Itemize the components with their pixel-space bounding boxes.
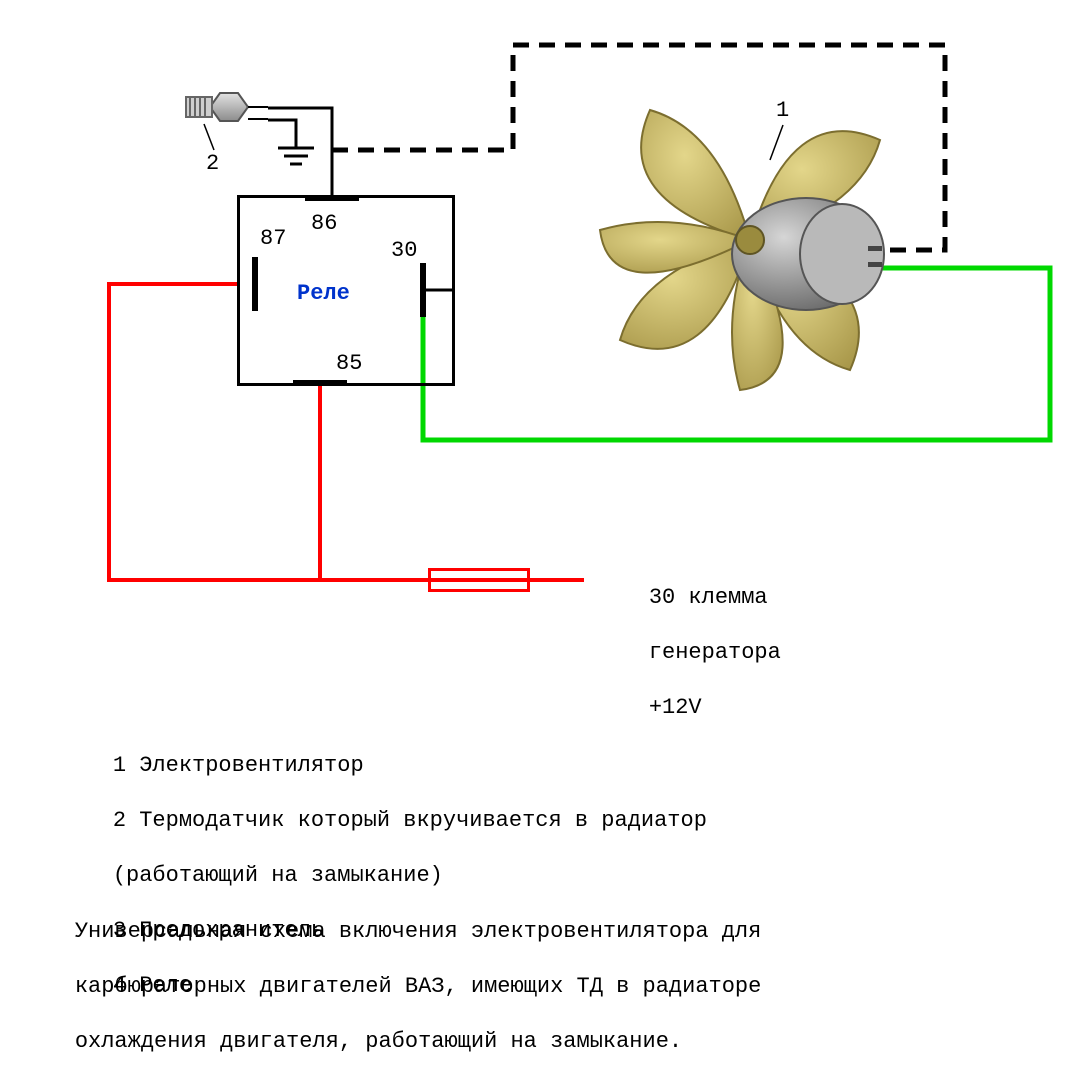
relay-pin-30 xyxy=(420,263,426,317)
sensor-icon xyxy=(186,93,268,121)
caption-line: Универсальная схема включения электровен… xyxy=(75,919,762,944)
callout-line2: генератора xyxy=(649,640,781,665)
fan-icon xyxy=(600,110,884,390)
caption-line: охлаждения двигателя, работающий на замы… xyxy=(75,1029,682,1054)
callout-line3: +12V xyxy=(649,695,702,720)
relay-pin-87 xyxy=(252,257,258,311)
relay-pin-86 xyxy=(305,195,359,201)
legend-line: 2 Термодатчик который вкручивается в рад… xyxy=(113,808,707,833)
pin-85-label: 85 xyxy=(336,350,362,378)
legend-line: 1 Электровентилятор xyxy=(113,753,364,778)
generator-callout: 30 клемма генератора +12V xyxy=(596,556,781,749)
fan-label: 1 xyxy=(776,97,789,125)
relay-pin-85 xyxy=(293,380,347,386)
pin-87-label: 87 xyxy=(260,225,286,253)
ground-symbol xyxy=(278,148,314,164)
fuse-icon xyxy=(428,568,530,592)
caption-block: Универсальная схема включения электровен… xyxy=(22,890,761,1083)
sensor-label-leader xyxy=(204,124,214,150)
pin-86-label: 86 xyxy=(311,210,337,238)
sensor-label: 2 xyxy=(206,150,219,178)
relay-label: Реле xyxy=(297,280,350,308)
caption-line: карбюраторных двигателей ВАЗ, имеющих ТД… xyxy=(75,974,762,999)
wire-black-sensor-ground xyxy=(268,120,296,148)
diagram-stage: Реле 86 87 85 30 1 2 30 клемма генератор… xyxy=(0,0,1080,1009)
callout-line1: 30 клемма xyxy=(649,585,768,610)
fan-label-leader xyxy=(770,125,783,160)
pin-30-label: 30 xyxy=(391,237,417,265)
legend-line: (работающий на замыкание) xyxy=(113,863,443,888)
